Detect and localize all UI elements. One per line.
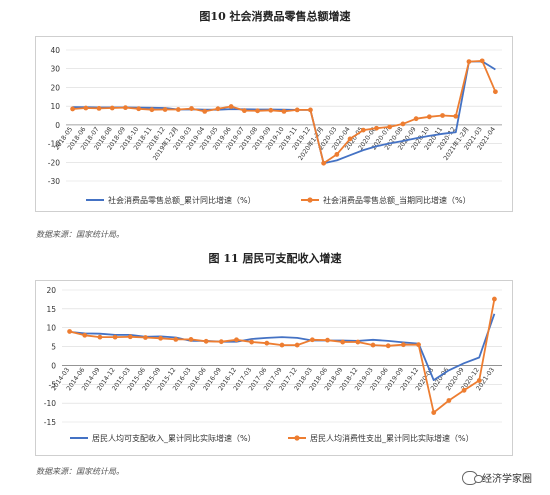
fig11-series-2-point xyxy=(173,337,179,342)
fig11-ytick-label: 0 xyxy=(51,361,56,370)
fig10-title: 图10 社会消费品零售总额增速 xyxy=(199,10,351,23)
fig10-series-2-point xyxy=(83,105,89,111)
fig11-series-1-line xyxy=(69,313,496,381)
fig11-series-2-point xyxy=(325,337,330,343)
watermark-text: 经济学家圈 xyxy=(482,474,532,485)
fig10-series-2-point xyxy=(96,105,102,111)
fig11-chart: -15-10-5051015202014-032014-062014-09201… xyxy=(44,286,502,443)
fig10-series-2-point xyxy=(268,107,274,113)
fig11-series-2-point xyxy=(97,334,103,340)
fig11-ytick-label: 20 xyxy=(46,286,56,295)
fig10-series-2-point xyxy=(175,107,181,112)
fig11-series-2-point xyxy=(476,378,482,383)
fig10-series-2-point xyxy=(136,106,142,112)
fig11-series-2-point xyxy=(203,338,209,344)
fig10-series-2-point xyxy=(347,136,353,142)
fig10-series-2-point xyxy=(413,116,419,122)
fig11-ytick-label: -15 xyxy=(44,418,56,427)
fig10-series-2-point xyxy=(215,106,221,112)
fig10-ytick-label: 10 xyxy=(50,102,60,111)
fig11-series-2-point xyxy=(385,343,391,349)
fig10-ytick-label: 40 xyxy=(50,46,60,55)
fig11-series-2-point xyxy=(158,335,164,341)
fig11-legend-1-label: 居民人均可支配收入_累计同比实际增速（%） xyxy=(92,433,256,443)
fig10-series-2-point xyxy=(228,104,234,109)
fig10-series-2-point xyxy=(374,125,379,131)
fig11-series-2-point xyxy=(340,339,346,345)
fig10-series-2-point xyxy=(321,160,327,166)
fig10-ytick-label: -10 xyxy=(48,140,60,149)
fig10-series-2-point xyxy=(387,124,393,130)
fig11-series-2-point xyxy=(234,337,239,343)
fig10-series-2-point xyxy=(255,108,260,114)
fig10-series-2-point xyxy=(334,152,340,157)
fig10-series-2-point xyxy=(308,107,313,113)
fig10-series-2-point xyxy=(281,108,287,114)
fig10-series-2-point xyxy=(149,107,155,113)
fig10-series-2-point xyxy=(440,113,445,118)
fig11-series-2-point xyxy=(127,334,133,340)
fig10-series-2-point xyxy=(466,59,472,65)
fig11-series-2-point xyxy=(370,342,376,348)
fig10-series-2-point xyxy=(241,108,247,114)
fig10-series-2-point xyxy=(189,106,194,111)
fig11-series-2-point xyxy=(143,335,148,340)
fig10-ytick-label: 20 xyxy=(50,83,60,92)
fig10-legend-2-label: 社会消费品零售总额_当期同比增速（%） xyxy=(323,195,471,205)
fig10-series-2-point xyxy=(400,121,406,127)
fig11-legend-2-label: 居民人均消费性支出_累计同比实际增速（%） xyxy=(310,433,474,443)
fig10-series-2-point xyxy=(453,113,459,119)
wechat-icon xyxy=(462,470,483,485)
fig11-series-2-point xyxy=(112,334,118,340)
fig11-series-2-point xyxy=(67,329,72,334)
fig10-source: 数据来源：国家统计局。 xyxy=(36,230,124,239)
fig11-series-2-point xyxy=(82,332,88,338)
fig11-series-2-point xyxy=(416,342,421,348)
fig10-chart-frame: -30 -20 -10 0 10 20 30 40 2018-05 2018-06 2018-07 2… xyxy=(35,36,513,212)
fig10-ytick-label: 0 xyxy=(55,121,60,130)
fig11-series-2-point xyxy=(492,296,497,302)
fig10-series-2-point xyxy=(70,106,76,112)
fig10-series-2-point xyxy=(426,114,432,120)
fig10-ytick-label: 30 xyxy=(50,65,60,74)
fig11-series-2-point xyxy=(431,410,437,415)
fig11-chart-frame: -15 -10 -5 0 5 10 15 20 2014-03 2014-06 2014-09 201… xyxy=(35,280,513,456)
fig11-series-2-point xyxy=(355,339,361,345)
fig10-series-2-point xyxy=(360,127,366,133)
fig10-series-2-point xyxy=(202,108,208,114)
fig11-series-2-point xyxy=(309,337,315,343)
fig11-series-2-point xyxy=(264,340,270,346)
watermark: 经济学家圈 xyxy=(462,470,532,485)
fig11-ytick-label: 15 xyxy=(46,305,56,314)
fig11-title: 图 11 居民可支配收入增速 xyxy=(208,252,342,265)
fig11-legend-2-marker xyxy=(294,435,300,441)
fig10-series-2-point xyxy=(492,89,498,95)
fig10-chart: -30-20-100102030402018-052018-062018-072… xyxy=(48,46,502,205)
fig10-series-2-point xyxy=(294,107,300,113)
fig11-series-2-line xyxy=(69,298,496,414)
fig11-ytick-label: 5 xyxy=(51,343,56,352)
fig11-series-2-point xyxy=(249,339,255,345)
fig10-ytick-label: -20 xyxy=(48,158,60,167)
fig11-series-2-point xyxy=(446,398,452,403)
fig11-series-2-point xyxy=(279,342,285,348)
fig11-series-2-point xyxy=(218,339,224,345)
fig10-series-2-point xyxy=(109,105,115,111)
fig10-legend-1-label: 社会消费品零售总额_累计同比增速（%） xyxy=(108,195,256,205)
fig10-series-2-point xyxy=(162,107,168,112)
fig11-series-2-point xyxy=(400,342,406,348)
fig11-source: 数据来源：国家统计局。 xyxy=(36,467,124,476)
fig10-ytick-label: -30 xyxy=(48,177,60,186)
fig11-series-2-point xyxy=(188,337,194,342)
fig10-series-2-point xyxy=(123,105,128,111)
fig11-ytick-label: 10 xyxy=(46,324,56,333)
fig10-legend-2-marker xyxy=(307,197,313,203)
fig11-ytick-label: -5 xyxy=(49,380,57,389)
fig11-series-2-point xyxy=(294,342,300,348)
fig11-ytick-label: -10 xyxy=(44,399,56,408)
fig11-series-2-point xyxy=(461,387,467,393)
fig10-series-2-point xyxy=(479,58,485,64)
